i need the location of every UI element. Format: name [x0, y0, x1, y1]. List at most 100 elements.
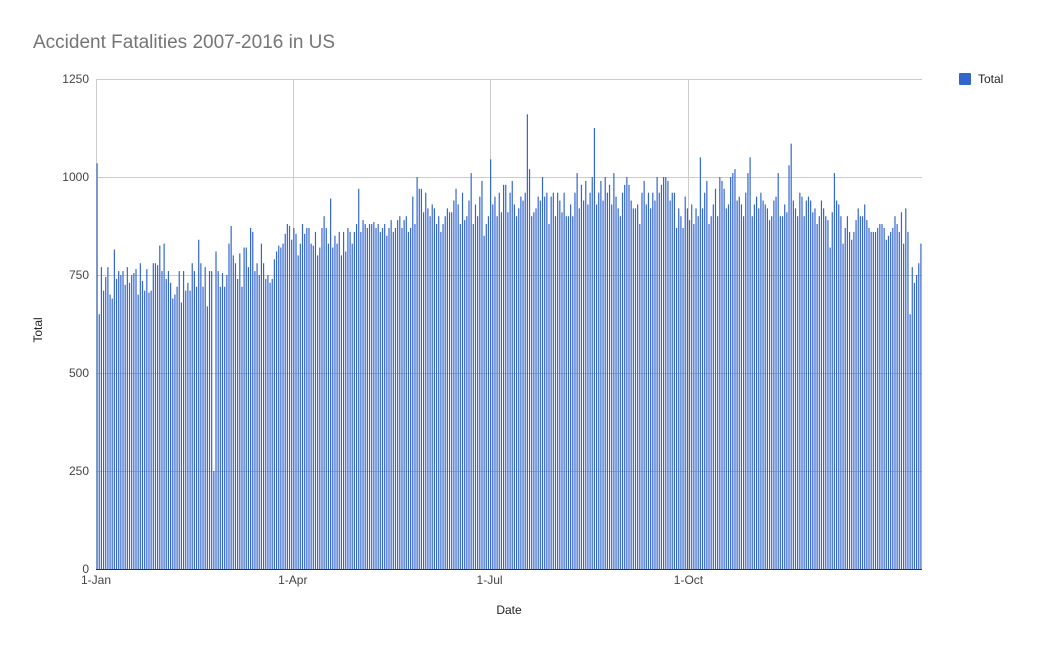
bar [204, 267, 206, 569]
bar [812, 212, 814, 569]
bar [554, 216, 557, 569]
bar [580, 184, 583, 569]
bar [301, 224, 304, 570]
bar [373, 222, 375, 569]
bar [823, 208, 825, 570]
bar [528, 169, 531, 569]
bar [604, 177, 606, 569]
bar [708, 224, 710, 570]
bar [531, 216, 533, 569]
bar [576, 173, 578, 569]
bar [416, 177, 418, 569]
bar [500, 212, 503, 569]
bar [829, 247, 831, 569]
bar [777, 173, 779, 569]
bar [680, 216, 682, 569]
bar [652, 192, 654, 569]
bar [494, 196, 496, 569]
bar [738, 196, 740, 569]
x-tick-label: 1-Apr [278, 573, 307, 587]
bar [743, 216, 745, 569]
bar [284, 233, 286, 569]
bar [384, 224, 386, 570]
bar [572, 216, 574, 569]
bar [684, 196, 686, 569]
bar [297, 255, 299, 569]
bar [507, 212, 509, 569]
bar [833, 173, 836, 569]
bar [583, 200, 585, 569]
bar [846, 216, 848, 569]
bar [141, 280, 144, 569]
bar [368, 224, 371, 570]
bar [866, 220, 868, 569]
bar [513, 204, 515, 569]
bar [170, 282, 172, 569]
bar [898, 231, 900, 569]
bar [327, 243, 330, 569]
bar [420, 188, 423, 569]
bar [665, 177, 667, 569]
bar [533, 212, 535, 569]
bar [818, 216, 820, 569]
bar [805, 200, 807, 569]
bar [208, 271, 211, 569]
bar [773, 200, 775, 569]
y-axis-title: Total [31, 317, 45, 342]
bar [386, 235, 388, 570]
bar [827, 220, 829, 569]
bar [563, 192, 565, 569]
bar [548, 224, 550, 570]
bar [414, 224, 416, 570]
bar [198, 239, 200, 569]
bar [727, 204, 730, 569]
bar [900, 212, 903, 569]
bar [431, 204, 433, 569]
bar [379, 231, 381, 569]
bar [96, 163, 98, 569]
bar [611, 204, 613, 569]
bar [768, 220, 771, 569]
bar [323, 216, 325, 569]
bar [474, 204, 477, 569]
bar [758, 208, 760, 570]
bar [868, 227, 870, 569]
bar [319, 247, 321, 569]
bar [109, 294, 111, 569]
bar [459, 224, 461, 570]
bar [211, 271, 213, 569]
bar [353, 231, 355, 569]
legend-swatch-total [959, 73, 971, 85]
bar [550, 196, 552, 569]
bar [797, 216, 799, 569]
bar [401, 227, 403, 569]
bar [650, 208, 652, 570]
bar [267, 275, 269, 569]
bar [185, 290, 187, 569]
bar [859, 216, 861, 569]
bar [606, 192, 608, 569]
bar [498, 192, 500, 569]
bar [355, 224, 358, 570]
bar [693, 224, 695, 570]
bar [351, 243, 353, 569]
bar [163, 243, 165, 569]
bar [280, 247, 282, 569]
bar [740, 204, 743, 569]
bar [539, 200, 541, 569]
bar [870, 231, 872, 569]
bar [874, 231, 877, 569]
bar [546, 192, 548, 569]
bar [161, 271, 163, 569]
bar [470, 173, 472, 569]
bar [511, 180, 513, 570]
bar [905, 208, 907, 570]
bar [342, 231, 345, 569]
bar [794, 208, 797, 570]
bar [148, 292, 150, 569]
bar [764, 204, 766, 569]
bar [144, 290, 146, 569]
bar [213, 471, 215, 569]
bar [840, 216, 842, 569]
